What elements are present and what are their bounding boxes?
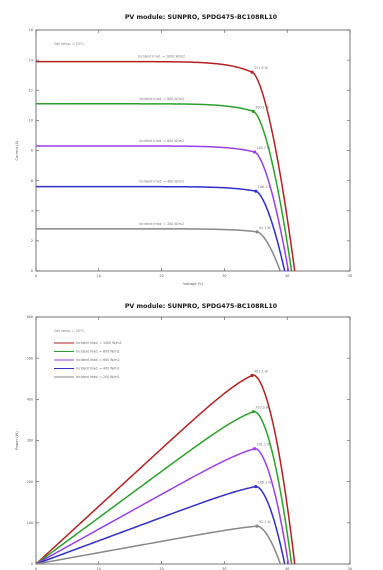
mpp-label: 92.1 W bbox=[259, 520, 271, 524]
y-tick-label: 14 bbox=[29, 58, 33, 62]
series-line bbox=[35, 447, 290, 565]
curve-label: Incident Irrad. = 800 W/m2 bbox=[139, 97, 184, 101]
y-tick-label: 600 bbox=[27, 315, 33, 319]
y-tick-label: 0 bbox=[31, 269, 33, 273]
legend-entry: Incident Irrad. = 1000 W/m2 bbox=[76, 341, 122, 345]
mpp-label: 461.2 W bbox=[254, 369, 268, 373]
y-tick-label: 16 bbox=[29, 28, 33, 32]
y-tick-label: 0 bbox=[31, 562, 33, 566]
y-tick-label: 8 bbox=[31, 149, 33, 153]
y-tick-label: 100 bbox=[27, 521, 33, 525]
mpp-label: 331.9 W bbox=[254, 66, 268, 70]
y-tick-label: 12 bbox=[29, 88, 33, 92]
mpp-point bbox=[254, 189, 258, 193]
mpp-point bbox=[251, 410, 255, 414]
x-tick-label: 50 bbox=[348, 567, 352, 570]
mpp-label: 186.1 W bbox=[258, 481, 272, 485]
cell-temp-note: Cell temp. = 25°C bbox=[54, 42, 85, 46]
x-tick-label: 30 bbox=[222, 274, 226, 278]
plot-frame bbox=[35, 29, 351, 272]
mpp-point bbox=[250, 373, 254, 378]
y-axis-label: Current (A) bbox=[15, 140, 19, 161]
y-tick-label: 2 bbox=[31, 239, 33, 243]
mpp-label: 370.0 W bbox=[255, 406, 269, 410]
y-tick-label: 300 bbox=[27, 439, 33, 443]
y-tick-label: 4 bbox=[31, 209, 33, 213]
mpp-point bbox=[255, 524, 259, 528]
y-tick-label: 6 bbox=[31, 179, 33, 183]
legend-entry: Incident Irrad. = 600 W/m2 bbox=[76, 358, 120, 362]
x-tick-label: 10 bbox=[97, 274, 101, 278]
mpp-label: 92.1 W bbox=[259, 226, 271, 230]
x-tick-label: 50 bbox=[348, 274, 352, 278]
mpp-label: 281.1 W bbox=[257, 443, 271, 447]
mpp-label: 265.7 W bbox=[257, 146, 271, 150]
mpp-point bbox=[250, 70, 254, 74]
x-tick-label: 40 bbox=[285, 274, 289, 278]
chart-title: PV module: SUNPRO, SPDG475-BC108RL10 bbox=[125, 14, 278, 21]
x-tick-label: 20 bbox=[159, 274, 163, 278]
mpp-point bbox=[255, 230, 259, 234]
curve-label: Incident Irrad. = 600 W/m2 bbox=[139, 139, 184, 143]
series-line bbox=[36, 228, 281, 272]
legend-entry: Incident Irrad. = 800 W/m2 bbox=[76, 350, 120, 354]
curve-label: Incident Irrad. = 1000 W/m2 bbox=[138, 55, 185, 59]
curve-label: Incident Irrad. = 200 W/m2 bbox=[139, 222, 184, 226]
mpp-point bbox=[252, 447, 257, 451]
plot-frame bbox=[35, 316, 351, 565]
x-tick-label: 40 bbox=[285, 567, 289, 570]
y-tick-label: 400 bbox=[27, 398, 33, 402]
cell-temp-note: Cell temp. = 25°C bbox=[54, 329, 85, 333]
series-line bbox=[36, 145, 290, 272]
x-tick-label: 30 bbox=[222, 567, 226, 570]
y-axis-label: Power (W) bbox=[15, 431, 19, 450]
x-tick-label: 10 bbox=[97, 567, 101, 570]
x-axis-label: Voltage (V) bbox=[183, 282, 203, 286]
x-tick-label: 0 bbox=[35, 274, 37, 278]
legend-entry: Incident Irrad. = 400 W/m2 bbox=[76, 367, 120, 371]
x-tick-label: 20 bbox=[159, 567, 163, 570]
y-tick-label: 200 bbox=[27, 480, 33, 484]
series-line bbox=[35, 525, 281, 565]
series-line bbox=[36, 185, 286, 272]
y-tick-label: 500 bbox=[27, 356, 33, 360]
mpp-label: 186.1 W bbox=[258, 185, 272, 189]
series-line bbox=[36, 103, 293, 272]
mpp-point bbox=[254, 485, 258, 489]
y-tick-label: 10 bbox=[29, 119, 33, 123]
chart-title: PV module: SUNPRO, SPDG475-BC108RL10 bbox=[125, 303, 278, 310]
series-line bbox=[35, 410, 293, 565]
mpp-point bbox=[252, 150, 257, 154]
mpp-label: 300.1 W bbox=[255, 105, 269, 109]
x-tick-label: 0 bbox=[35, 567, 37, 570]
legend-entry: Incident Irrad. = 200 W/m2 bbox=[76, 375, 120, 379]
curve-label: Incident Irrad. = 400 W/m2 bbox=[139, 180, 184, 184]
mpp-point bbox=[251, 109, 255, 113]
series-line bbox=[36, 60, 296, 272]
series-line bbox=[35, 485, 286, 565]
